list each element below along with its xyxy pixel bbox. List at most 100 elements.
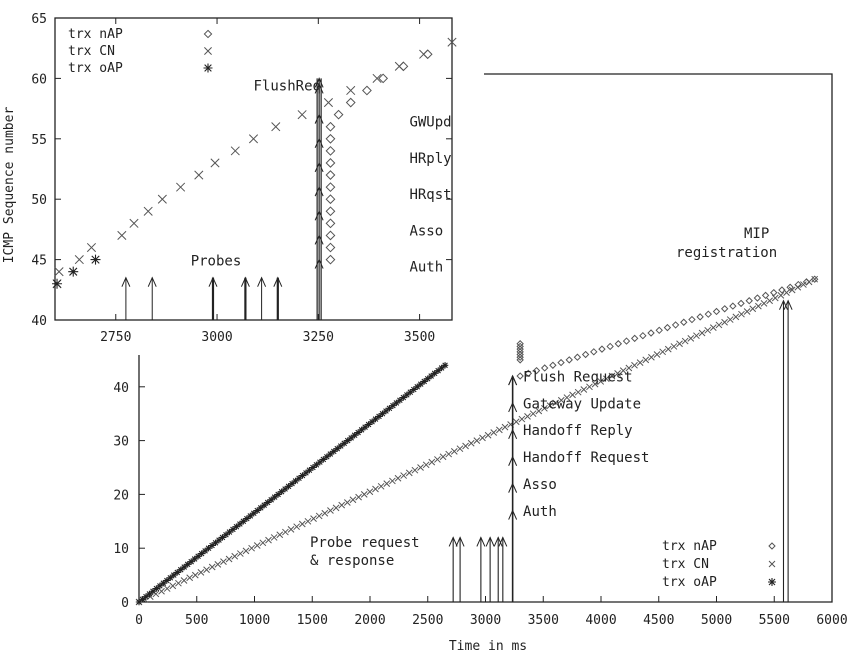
main-series-point <box>439 453 447 461</box>
main-series-point <box>160 579 167 587</box>
main-arrow <box>448 536 458 602</box>
main-series-point <box>671 321 680 329</box>
main-series-point <box>368 418 376 425</box>
main-series-point <box>434 367 442 374</box>
main-series-point <box>597 378 605 385</box>
main-x-tick-label: 1000 <box>239 613 270 628</box>
main-series-point <box>535 407 543 415</box>
main-series-star <box>135 362 449 606</box>
main-series-point <box>337 442 344 450</box>
main-series-point <box>191 571 199 579</box>
main-series-point <box>557 396 565 404</box>
main-series-point <box>770 288 778 297</box>
main-series-point <box>608 372 616 380</box>
main-series-point <box>222 531 230 538</box>
main-series-point <box>354 429 362 436</box>
main-y-tick-label: 10 <box>113 542 129 557</box>
main-legend-marker <box>768 578 776 586</box>
inset-series-point <box>117 230 127 240</box>
inset-arrow-head <box>240 276 250 287</box>
main-series-point <box>737 299 745 308</box>
main-series-point <box>167 574 174 581</box>
main-series-point <box>332 504 340 512</box>
main-arrow <box>508 374 518 602</box>
main-series-point <box>186 574 194 582</box>
inset-arrow-head <box>314 83 324 94</box>
inset-series-point <box>325 158 336 168</box>
inset-series-point <box>325 133 336 144</box>
main-series-point <box>777 291 785 299</box>
inset-arrow-head <box>257 276 267 287</box>
main-series-point <box>810 275 819 283</box>
main-series-point <box>309 464 317 471</box>
main-series-point <box>532 366 541 375</box>
main-series-point <box>622 337 631 345</box>
main-legend-marker <box>768 560 776 568</box>
main-arrow-head <box>508 428 518 440</box>
main-series-point <box>407 388 414 396</box>
inset-series-point <box>325 206 336 217</box>
main-series-point <box>484 431 492 439</box>
inset-y-tick-label: 40 <box>31 314 47 329</box>
inset-arrow-head <box>314 234 324 245</box>
main-series-point <box>285 483 292 490</box>
inset-arrow-head <box>208 276 218 287</box>
main-series-point <box>394 474 402 482</box>
main-series-point <box>265 536 272 544</box>
inset-annotation: Asso <box>409 223 443 239</box>
main-series-point <box>467 439 475 447</box>
main-series-point <box>417 464 424 471</box>
inset-annotation: FlushReq <box>254 78 321 94</box>
main-arrow-head <box>455 536 465 547</box>
main-series-point <box>270 534 278 541</box>
inset-y-axis-title: ICMP Sequence number <box>2 107 17 264</box>
main-series-point <box>156 582 164 590</box>
main-series-point <box>479 434 486 442</box>
inset-arrow-head <box>314 161 324 173</box>
main-series-point <box>351 432 358 439</box>
main-series-point <box>163 585 171 592</box>
main-annotation: MIP <box>744 226 769 242</box>
main-series-point <box>403 391 411 399</box>
main-series-point <box>365 421 372 428</box>
main-series-point <box>304 517 312 525</box>
main-series-cross <box>135 275 819 606</box>
main-series-point <box>565 356 573 364</box>
main-series-point <box>383 480 391 487</box>
main-annotation: Gateway Update <box>523 396 641 412</box>
main-series-point <box>236 550 244 557</box>
main-x-tick-label: 5500 <box>759 613 790 628</box>
main-series-point <box>569 391 576 399</box>
main-series-point <box>473 437 481 444</box>
inset-arrow <box>240 276 250 320</box>
main-series-point <box>208 563 216 571</box>
main-series-point <box>490 429 498 436</box>
main-series-point <box>327 450 334 458</box>
inset-series-point <box>325 254 336 265</box>
inset-series-point <box>129 218 139 228</box>
inset-legend-marker <box>204 47 212 55</box>
main-arrow-head <box>476 536 486 547</box>
main-series-point <box>552 399 560 407</box>
main-legend-marker <box>768 542 776 550</box>
main-series-point <box>184 561 191 568</box>
inset-series-point <box>422 49 433 60</box>
inset-series-point <box>90 254 101 265</box>
main-series-point <box>220 558 227 566</box>
main-series-point <box>614 340 623 348</box>
main-series-point <box>254 507 261 514</box>
main-series-point <box>630 334 639 343</box>
inset-series-point <box>447 37 457 47</box>
main-x-tick-label: 6000 <box>816 613 847 628</box>
main-series-point <box>738 310 745 318</box>
main-series-point <box>253 542 261 549</box>
main-series-point <box>524 413 531 420</box>
main-chart: 0 500 1000 1500 2000 2500 3000 3500 4000 4500 5000… <box>113 73 848 654</box>
main-series-point <box>709 324 717 331</box>
main-arrow-head <box>783 299 793 310</box>
main-x-tick-label: 3000 <box>470 613 501 628</box>
main-series-point <box>316 458 324 466</box>
main-nap-burst <box>516 340 524 364</box>
inset-arrow <box>208 276 218 320</box>
